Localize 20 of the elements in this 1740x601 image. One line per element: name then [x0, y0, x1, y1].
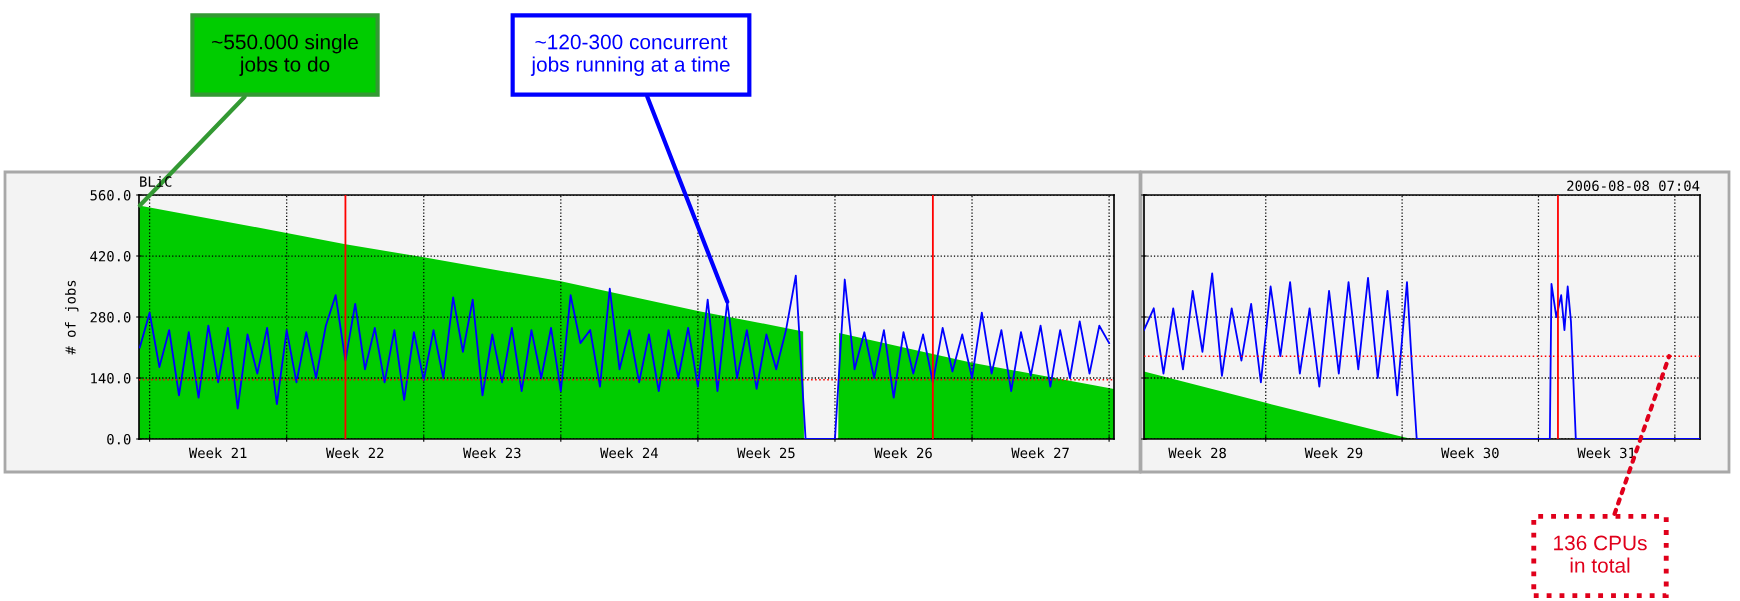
y-tick-label: 280.0 [90, 312, 131, 323]
x-tick-label: Week 25 [737, 447, 795, 459]
x-tick-label: Week 24 [600, 447, 658, 459]
x-tick-label: Week 29 [1304, 447, 1363, 459]
x-tick-label: Week 26 [874, 447, 932, 459]
chart-subtitle: 2006-08-08 07:04 [1567, 180, 1700, 192]
x-tick-label: Week 27 [1011, 447, 1069, 459]
y-tick-label: 420.0 [90, 251, 131, 262]
y-axis-title: # of jobs [65, 280, 79, 355]
y-tick-label: 140.0 [91, 373, 131, 384]
x-tick-label: Week 22 [325, 447, 384, 459]
x-tick-label: Week 30 [1441, 447, 1499, 459]
x-tick-label: Week 28 [1168, 447, 1226, 459]
x-tick-label: Week 23 [463, 447, 521, 459]
annotation: 136 CPUs in total [1554, 535, 1647, 573]
annotation: ~550.000 single jobs to do [212, 34, 358, 76]
x-tick-label: Week 21 [188, 447, 247, 459]
y-tick-label: 560.0 [90, 190, 131, 201]
y-tick-label: 0.0 [107, 434, 131, 445]
annotation: ~120-300 concurrent jobs running at a time [530, 34, 730, 76]
